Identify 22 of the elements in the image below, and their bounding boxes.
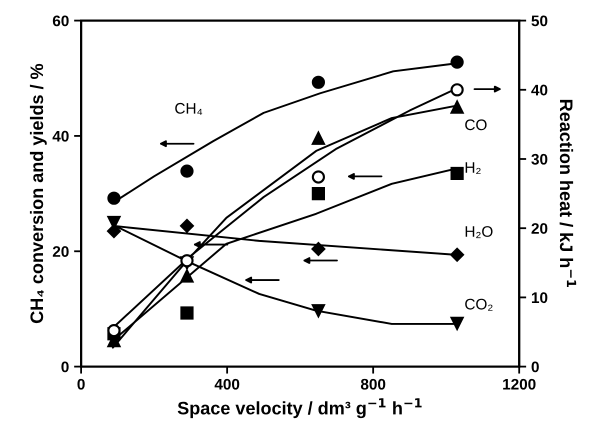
y-tick-label: 40	[52, 130, 69, 142]
y2-tick-label: 20	[532, 223, 548, 234]
y-tick-label: 60	[52, 15, 69, 26]
y2-tick-label: 10	[532, 292, 548, 304]
y2-axis-title: Reaction heat / kJ h$^{−1}$	[560, 100, 576, 287]
y2-tick-label: 50	[531, 15, 548, 26]
series-label: H₂	[466, 162, 481, 174]
x-axis-title: Space velocity / dm³ g$^{−1}$ h$^{−1}$	[178, 398, 422, 418]
y-axis-title: CH₄ conversion and yields / %	[30, 64, 47, 324]
y2-tick-label: 0	[532, 361, 539, 372]
x-tick-label: 1200	[503, 378, 536, 390]
y-tick-label: 20	[52, 246, 69, 257]
y2-tick-label: 40	[531, 84, 548, 96]
series-label: CH₄	[175, 102, 202, 115]
x-tick-label: 800	[360, 378, 386, 390]
series-label: CO₂	[465, 298, 493, 311]
series-label: CO	[465, 119, 487, 130]
y2-tick-label: 30	[531, 154, 548, 165]
x-tick-label: 400	[214, 378, 240, 390]
x-tick-label: 0	[77, 378, 85, 390]
series-label: H₂O	[466, 226, 493, 238]
y-tick-label: 0	[61, 361, 69, 372]
